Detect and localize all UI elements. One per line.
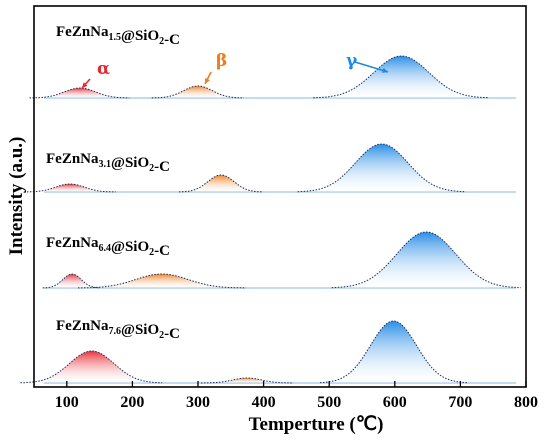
peak-outline — [78, 273, 246, 289]
peak-alpha-area — [23, 184, 116, 192]
panel-3: FeZnNa6.4@SiO2-C — [42, 231, 521, 289]
peak-annotations: α β γ — [81, 51, 389, 89]
peak-alpha-area — [29, 88, 130, 98]
x-tick-label: 700 — [448, 394, 472, 411]
peak-outline — [20, 350, 163, 384]
panel-title: FeZnNa1.5@SiO2-C — [56, 24, 180, 48]
peak-beta-area — [179, 175, 263, 192]
peak-gamma-area — [297, 144, 466, 192]
peak-outline — [320, 320, 467, 384]
panel-title: FeZnNa7.6@SiO2-C — [56, 318, 180, 342]
peak-gamma-area — [320, 321, 467, 383]
annotation-beta-arrowhead — [205, 78, 210, 84]
peak-beta-area — [151, 86, 244, 98]
annotation-gamma-arrow — [354, 61, 389, 73]
plot-area: FeZnNa1.5@SiO2-C FeZnNa3.1@SiO2-C FeZnNa6.… — [20, 24, 521, 384]
peak-outline — [313, 55, 489, 99]
x-ticks: 100 200 300 400 500 600 700 800 — [55, 381, 538, 411]
peak-alpha-area — [20, 351, 163, 383]
annotation-beta: β — [216, 51, 227, 71]
peak-outline — [42, 273, 101, 289]
annotation-alpha-arrowhead — [82, 82, 88, 88]
annotation-alpha: α — [97, 59, 110, 79]
peak-gamma-area — [331, 232, 521, 288]
peak-outline — [29, 87, 130, 99]
x-tick-label: 200 — [120, 394, 144, 411]
x-tick-label: 600 — [383, 394, 407, 411]
axes — [33, 5, 527, 388]
panel-title: FeZnNa3.1@SiO2-C — [46, 151, 170, 175]
panel-2: FeZnNa3.1@SiO2-C — [23, 143, 517, 193]
x-tick-label: 100 — [55, 394, 79, 411]
panel-1: FeZnNa1.5@SiO2-C — [29, 24, 517, 99]
peak-gamma-area — [313, 56, 489, 98]
x-tick-label: 800 — [514, 394, 538, 411]
peak-alpha-area — [42, 274, 101, 288]
x-tick-label: 500 — [317, 394, 341, 411]
panel-4: FeZnNa7.6@SiO2-C — [20, 318, 517, 384]
peak-outline — [23, 183, 116, 193]
x-axis-title: Temperture (℃) — [249, 414, 384, 435]
annotation-gamma: γ — [346, 51, 358, 71]
plot-frame — [33, 5, 527, 388]
x-tick-label: 300 — [186, 394, 210, 411]
peak-outline — [297, 143, 466, 193]
peak-outline — [331, 231, 521, 289]
peak-outline — [201, 377, 293, 384]
peak-outline — [151, 85, 244, 99]
annotation-gamma-arrowhead — [382, 67, 388, 73]
peak-beta-area — [78, 274, 246, 288]
peak-outline — [179, 174, 263, 193]
panel-title: FeZnNa6.4@SiO2-C — [46, 235, 170, 259]
x-tick-label: 400 — [252, 394, 276, 411]
y-axis-title: Intensity (a.u.) — [6, 137, 27, 256]
